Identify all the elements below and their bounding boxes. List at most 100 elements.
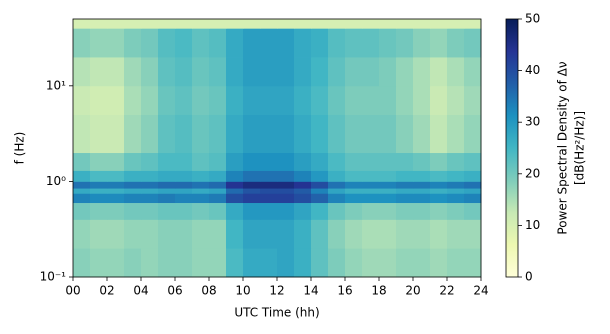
cell [379, 248, 397, 278]
cell [362, 85, 380, 115]
cell [294, 202, 312, 220]
cell [90, 181, 108, 189]
cell [311, 85, 329, 115]
cell [328, 19, 346, 29]
x-tick-label: 10 [235, 284, 250, 298]
cell [345, 170, 363, 182]
x-tick-label: 14 [303, 284, 318, 298]
cell [277, 181, 295, 189]
cell [345, 248, 363, 278]
cell [226, 219, 244, 249]
cell [107, 114, 125, 154]
x-tick-label: 00 [65, 284, 80, 298]
cell [430, 219, 448, 249]
cell [175, 85, 193, 115]
cell [413, 188, 431, 194]
cell [294, 170, 312, 182]
cell [192, 114, 210, 154]
cell [413, 170, 431, 182]
cell [277, 248, 295, 278]
cell [328, 114, 346, 154]
cell [226, 202, 244, 220]
cell [396, 57, 414, 87]
cell [379, 193, 397, 204]
cell [413, 202, 431, 220]
cell [243, 181, 261, 189]
cell [226, 248, 244, 278]
cell [141, 193, 159, 204]
spectrogram [73, 19, 482, 278]
cell [124, 193, 142, 204]
cell [464, 114, 482, 154]
cell [124, 28, 142, 58]
cell [362, 57, 380, 87]
cell [158, 85, 176, 115]
cell [311, 170, 329, 182]
cell [107, 219, 125, 249]
cell [311, 219, 329, 249]
cell [430, 28, 448, 58]
cell [430, 181, 448, 189]
cell [430, 57, 448, 87]
cell [175, 202, 193, 220]
y-axis-label: f (Hz) [13, 132, 27, 165]
cell [90, 19, 108, 29]
cell [362, 202, 380, 220]
cell [379, 19, 397, 29]
cell [260, 188, 278, 194]
cell [447, 19, 465, 29]
cell [447, 114, 465, 154]
y-tick-label: 10⁻¹ [40, 270, 67, 284]
cell [464, 188, 482, 194]
cell [192, 202, 210, 220]
cell [379, 202, 397, 220]
cell [294, 193, 312, 204]
cell [396, 219, 414, 249]
cell [90, 114, 108, 154]
cell [141, 28, 159, 58]
cell [277, 193, 295, 204]
cell [226, 28, 244, 58]
cell [260, 248, 278, 278]
cell [379, 188, 397, 194]
cell [311, 248, 329, 278]
y-tick-label: 10¹ [46, 78, 66, 92]
cell [209, 152, 227, 171]
cell [311, 28, 329, 58]
cell [413, 114, 431, 154]
cell [413, 85, 431, 115]
x-tick-label: 12 [269, 284, 284, 298]
cell [73, 170, 91, 182]
cell [379, 219, 397, 249]
cell [260, 114, 278, 154]
cell [175, 170, 193, 182]
cell [107, 170, 125, 182]
cell [192, 85, 210, 115]
cell [243, 28, 261, 58]
cell [175, 57, 193, 87]
cell [107, 202, 125, 220]
cell [277, 85, 295, 115]
cell [243, 170, 261, 182]
x-tick-label: 20 [405, 284, 420, 298]
cell [345, 57, 363, 87]
colorbar-label: Power Spectral Density of Δν [556, 61, 570, 234]
cell [260, 19, 278, 29]
cell [328, 170, 346, 182]
cell [260, 152, 278, 171]
cell [209, 170, 227, 182]
cell [243, 248, 261, 278]
cell [192, 152, 210, 171]
cell [209, 28, 227, 58]
cell [107, 57, 125, 87]
cell [328, 152, 346, 171]
cell [277, 202, 295, 220]
x-tick-label: 04 [133, 284, 148, 298]
cell [294, 57, 312, 87]
cell [192, 28, 210, 58]
cell [294, 152, 312, 171]
cell [73, 19, 91, 29]
cell [396, 19, 414, 29]
cell [396, 28, 414, 58]
cell [345, 202, 363, 220]
